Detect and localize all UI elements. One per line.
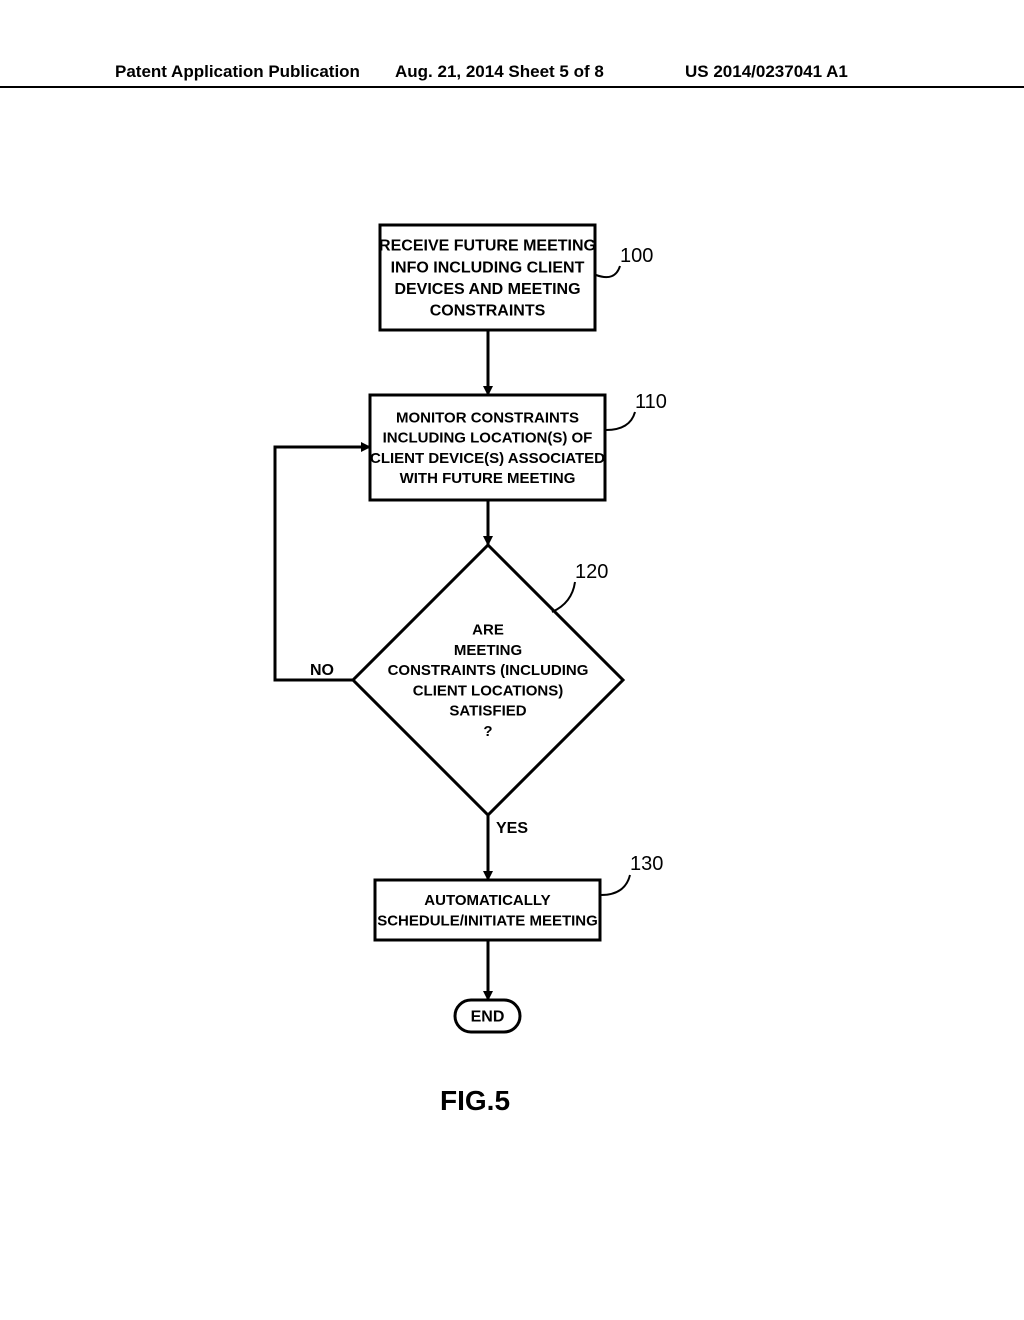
- flow-edge: [275, 447, 370, 680]
- svg-text:WITH FUTURE MEETING: WITH FUTURE MEETING: [400, 470, 576, 487]
- edge-label: NO: [310, 662, 334, 679]
- svg-text:SCHEDULE/INITIATE MEETING: SCHEDULE/INITIATE MEETING: [377, 912, 598, 929]
- svg-text:ARE: ARE: [472, 622, 504, 639]
- svg-text:CLIENT DEVICE(S) ASSOCIATED: CLIENT DEVICE(S) ASSOCIATED: [370, 450, 605, 467]
- ref-num-100: 100: [620, 245, 653, 267]
- svg-text:END: END: [471, 1009, 505, 1026]
- svg-text:DEVICES AND MEETING: DEVICES AND MEETING: [394, 281, 580, 298]
- svg-text:CONSTRAINTS: CONSTRAINTS: [430, 303, 546, 320]
- svg-text:INCLUDING LOCATION(S) OF: INCLUDING LOCATION(S) OF: [383, 430, 593, 447]
- ref-num-120: 120: [575, 561, 608, 583]
- svg-text:?: ?: [483, 723, 492, 740]
- svg-text:CLIENT LOCATIONS): CLIENT LOCATIONS): [413, 682, 564, 699]
- flow-node-n120: [353, 545, 623, 815]
- edge-label: YES: [496, 820, 528, 837]
- svg-text:CONSTRAINTS (INCLUDING: CONSTRAINTS (INCLUDING: [388, 662, 589, 679]
- flowchart-diagram: RECEIVE FUTURE MEETING INFO INCLUDING CLI…: [0, 0, 1024, 1320]
- ref-num-130: 130: [630, 853, 663, 875]
- ref-num-110: 110: [635, 391, 667, 413]
- svg-text:MONITOR CONSTRAINTS: MONITOR CONSTRAINTS: [396, 409, 579, 426]
- flow-node-n130: [375, 880, 600, 940]
- svg-text:SATISFIED: SATISFIED: [449, 703, 526, 720]
- svg-text:INFO INCLUDING CLIENT: INFO INCLUDING CLIENT: [391, 259, 585, 276]
- svg-text:MEETING: MEETING: [454, 642, 522, 659]
- svg-text:RECEIVE FUTURE MEETING: RECEIVE FUTURE MEETING: [379, 238, 596, 255]
- svg-text:AUTOMATICALLY: AUTOMATICALLY: [424, 892, 550, 909]
- page: Patent Application Publication Aug. 21, …: [0, 0, 1024, 1320]
- figure-label: FIG.5: [440, 1085, 510, 1117]
